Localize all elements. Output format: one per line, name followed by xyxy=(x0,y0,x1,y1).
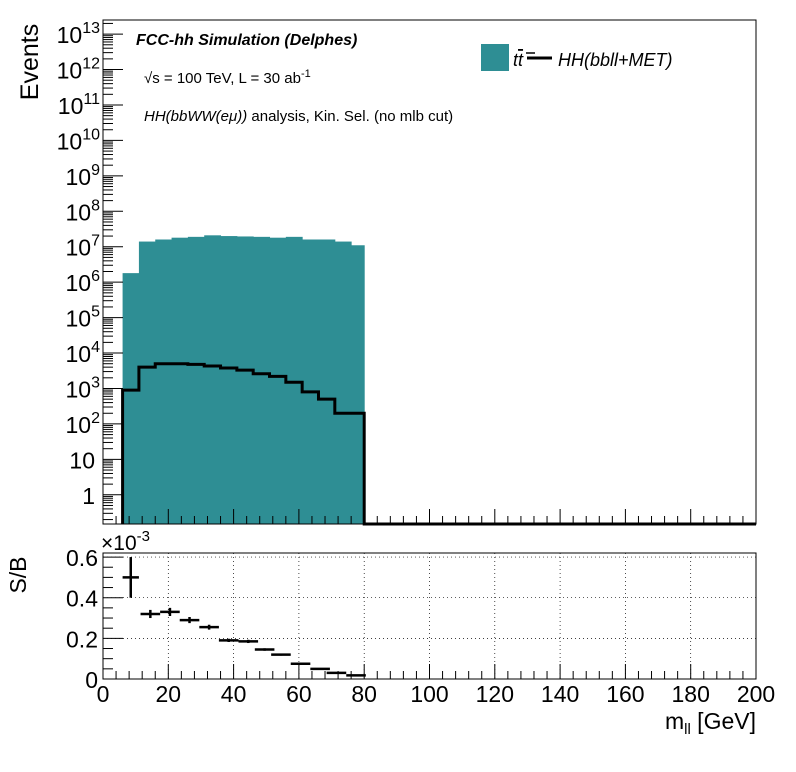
x-tick-label: 100 xyxy=(410,681,448,707)
ratio-x-axis: 0 20 40 60 80 100 120 140 160 180 200 xyxy=(97,664,775,707)
ttbar-histogram xyxy=(122,235,365,525)
y-tick-label: 102 xyxy=(66,410,101,438)
ratio-point xyxy=(199,624,219,630)
x-axis-label: mll [GeV] xyxy=(665,708,756,738)
main-y-axis: 1 10 102 103 104 105 106 107 108 109 1010 1011 1012 1… xyxy=(57,20,123,521)
ratio-point xyxy=(290,662,311,666)
legend-signal-label: HH(bbll+MET) xyxy=(558,50,673,70)
ratio-point xyxy=(254,648,275,651)
y-tick-label: 1012 xyxy=(57,56,100,84)
ratio-y-tick-label: 0 xyxy=(85,667,98,693)
ttbar-bar xyxy=(171,237,189,524)
ratio-point xyxy=(326,671,347,675)
ratio-y-axis: 0 0.2 0.4 0.6 xyxy=(66,545,123,693)
x-tick-label: 200 xyxy=(737,681,775,707)
ratio-panel: 0 0.2 0.4 0.6 0 20 40 60 80 100 120 140 160 180 200 S… xyxy=(5,528,775,738)
ratio-multiplier: ×10-3 xyxy=(101,528,150,555)
signal-histogram-line xyxy=(121,362,756,526)
legend-ttbar-label: tt xyxy=(513,50,524,70)
ttbar-bar xyxy=(122,273,140,524)
ratio-point xyxy=(238,639,259,644)
x-tick-label: 180 xyxy=(672,681,710,707)
ttbar-bar xyxy=(351,245,365,525)
legend: tt HH(bbll+MET) xyxy=(481,44,673,71)
y-tick-label: 1010 xyxy=(57,126,100,154)
ratio-points xyxy=(122,557,366,677)
ttbar-bar xyxy=(302,239,319,524)
main-x-ticks xyxy=(102,509,757,524)
ttbar-bar xyxy=(220,236,238,524)
x-tick-label: 20 xyxy=(156,681,182,707)
main-y-axis-label: Events xyxy=(16,24,44,100)
x-tick-label: 80 xyxy=(351,681,377,707)
ttbar-bar xyxy=(318,239,336,524)
ratio-frame xyxy=(102,552,757,680)
energy-lumi-label: √s = 100 TeV, L = 30 ab-1 xyxy=(144,68,311,87)
main-panel: 1 10 102 103 104 105 106 107 108 109 1010 1011 1012 1… xyxy=(16,19,757,526)
y-tick-label: 106 xyxy=(66,268,101,296)
y-tick-label: 107 xyxy=(66,233,101,261)
ratio-point xyxy=(160,607,180,616)
y-tick-label: 108 xyxy=(66,197,101,225)
ratio-point xyxy=(218,638,239,643)
x-tick-label: 60 xyxy=(286,681,312,707)
y-tick-label: 1 xyxy=(82,483,95,509)
ratio-y-tick-label: 0.2 xyxy=(66,626,98,652)
ttbar-bar xyxy=(269,237,287,524)
ratio-y-tick-label: 0.4 xyxy=(66,586,98,612)
ttbar-bar xyxy=(204,235,222,524)
x-tick-label: 40 xyxy=(221,681,247,707)
y-tick-label: 1011 xyxy=(58,91,100,119)
ratio-y-tick-label: 0.6 xyxy=(66,545,98,571)
ratio-point xyxy=(122,557,139,598)
ratio-point xyxy=(271,653,291,656)
y-tick-label: 105 xyxy=(66,304,101,332)
ratio-y-axis-label: S/B xyxy=(5,556,31,593)
ttbar-bar xyxy=(334,241,352,525)
ratio-grid xyxy=(103,553,756,679)
x-tick-label: 160 xyxy=(606,681,644,707)
x-tick-label: 120 xyxy=(476,681,514,707)
ttbar-bar xyxy=(155,239,173,524)
ttbar-bar xyxy=(187,236,205,524)
y-tick-label: 109 xyxy=(66,162,101,190)
analysis-label: HH(bbWW(eμ)) analysis, Kin. Sel. (no mlb… xyxy=(144,108,453,125)
ttbar-bar xyxy=(253,236,271,524)
ttbar-bar xyxy=(285,236,303,524)
y-tick-label: 103 xyxy=(66,374,101,402)
legend-ttbar-swatch xyxy=(481,44,509,71)
ratio-point xyxy=(310,667,330,671)
x-tick-label: 140 xyxy=(541,681,579,707)
y-tick-label: 1013 xyxy=(57,20,100,48)
simulation-label: FCC-hh Simulation (Delphes) xyxy=(136,32,357,49)
ttbar-bar xyxy=(236,236,254,524)
ttbar-bar xyxy=(138,241,156,525)
ratio-point xyxy=(346,674,366,677)
ratio-point xyxy=(140,609,161,619)
ratio-point xyxy=(179,617,200,624)
y-tick-label: 10 xyxy=(69,447,95,473)
x-tick-label: 0 xyxy=(97,681,110,707)
y-tick-label: 104 xyxy=(66,339,101,367)
